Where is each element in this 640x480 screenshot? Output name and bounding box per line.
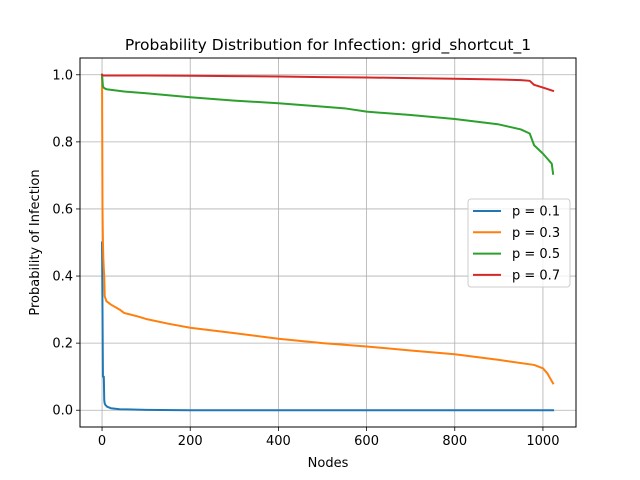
y-tick-label: 0.8 xyxy=(52,135,73,150)
y-tick-label: 0.6 xyxy=(52,202,73,217)
y-axis-title: Probability of Infection xyxy=(28,169,43,315)
x-tick-label: 800 xyxy=(442,434,467,449)
series-line-p-0-3 xyxy=(101,73,555,385)
y-tick-label: 0.4 xyxy=(52,270,73,285)
x-tick-label: 600 xyxy=(354,434,379,449)
legend: p = 0.1 p = 0.3 p = 0.5 p = 0.7 xyxy=(467,198,571,288)
y-tick-label: 1.0 xyxy=(52,68,73,83)
y-tick-label: 0.2 xyxy=(52,337,73,352)
legend-label: p = 0.1 xyxy=(512,205,560,220)
axis-ticks: 0 200 400 600 800 1000 0.0 0.2 0.4 0.6 0.8 1.0 xyxy=(52,68,559,449)
series-lines xyxy=(100,73,555,412)
series-line-p-0-5 xyxy=(100,73,555,175)
legend-label: p = 0.5 xyxy=(512,247,560,262)
x-tick-label: 400 xyxy=(266,434,291,449)
legend-label: p = 0.7 xyxy=(512,268,560,283)
x-tick-label: 0 xyxy=(98,434,106,449)
legend-label: p = 0.3 xyxy=(512,226,560,241)
x-axis-title: Nodes xyxy=(308,456,349,471)
x-tick-label: 200 xyxy=(178,434,203,449)
plot-frame xyxy=(79,57,577,428)
series-line-p-0-7 xyxy=(100,73,555,93)
series-line-p-0-1 xyxy=(101,241,555,412)
x-tick-label: 1000 xyxy=(526,434,559,449)
legend-box xyxy=(467,198,571,288)
y-tick-label: 0.0 xyxy=(52,404,73,419)
chart-title: Probability Distribution for Infection: … xyxy=(125,36,531,55)
